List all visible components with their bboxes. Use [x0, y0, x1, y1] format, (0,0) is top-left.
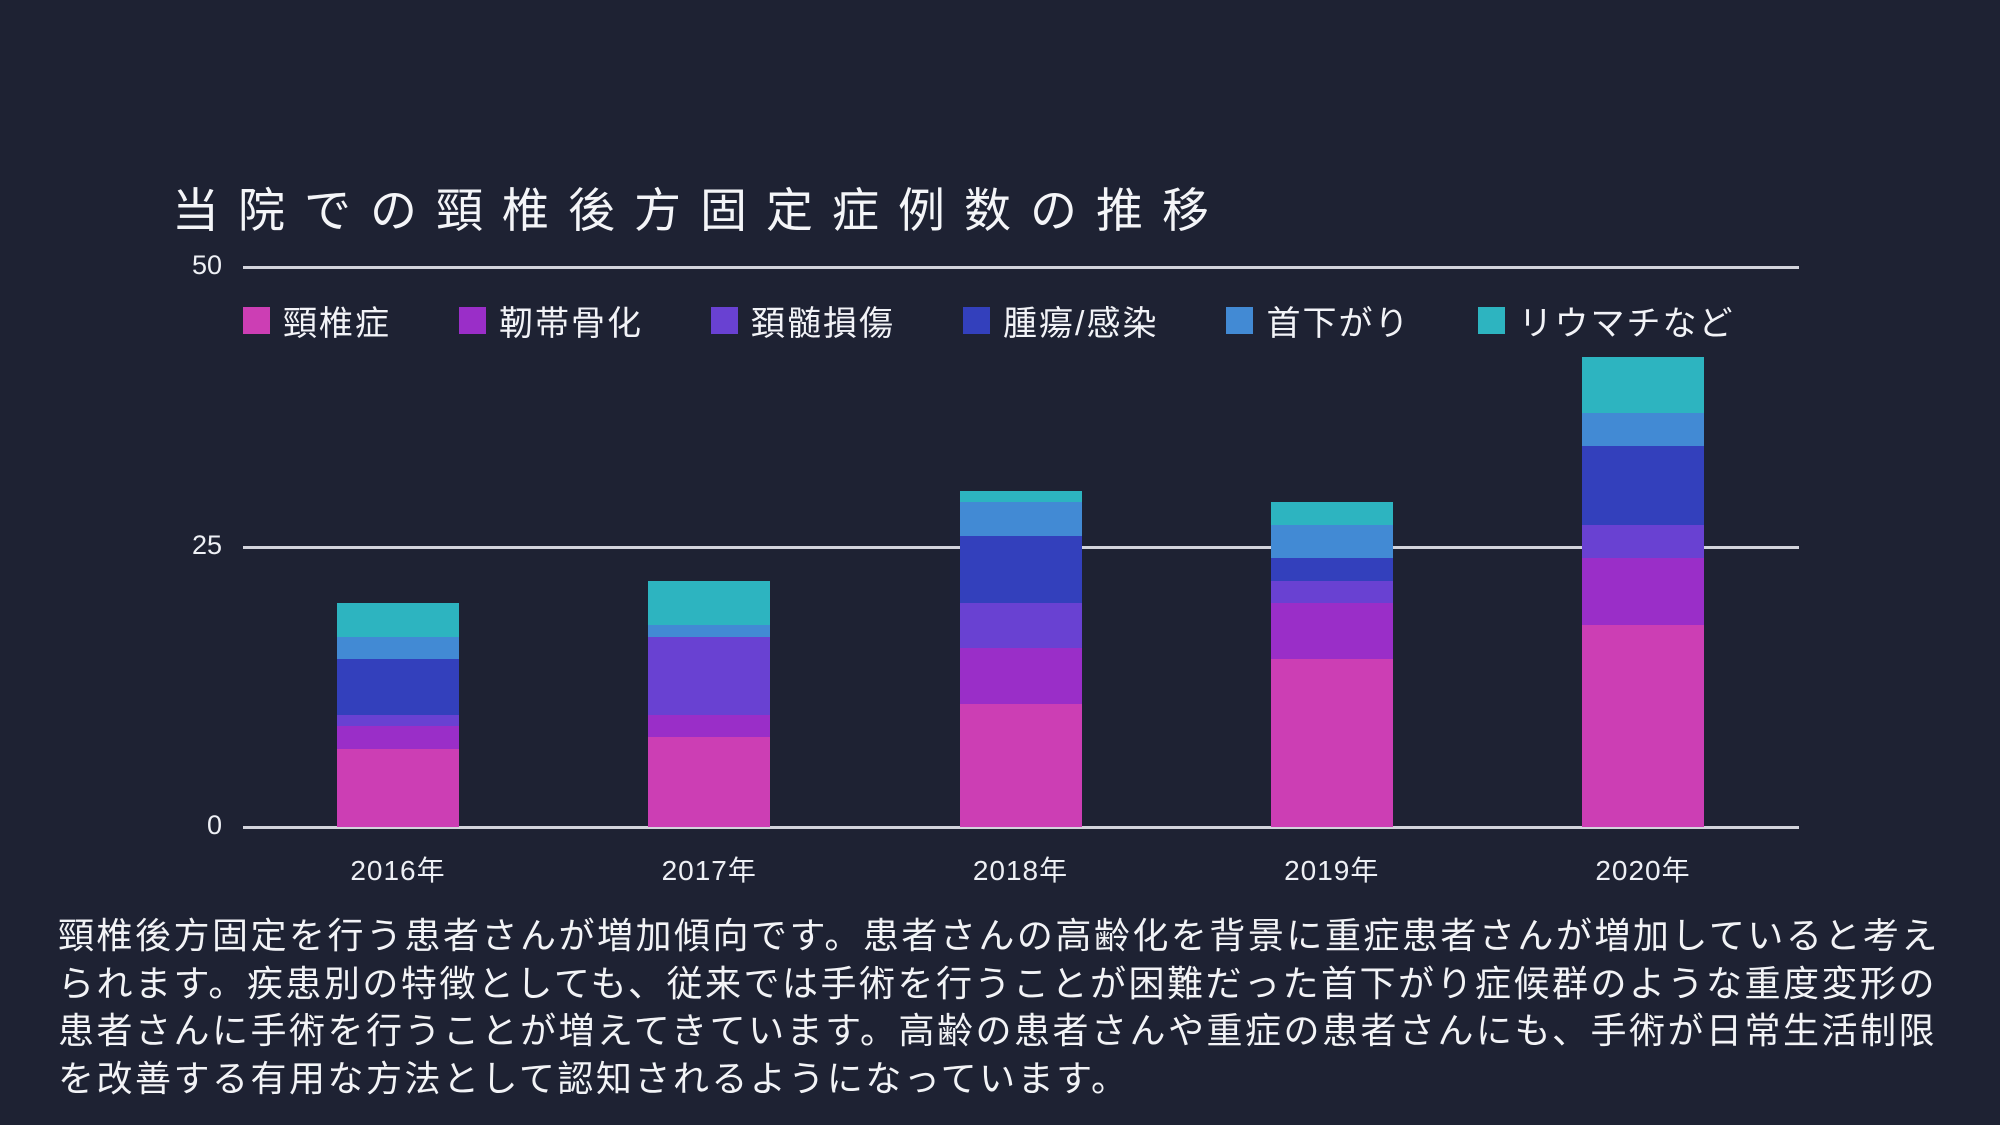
legend-label: 首下がり [1266, 305, 1411, 343]
bar-segment-リウマチなど [1582, 356, 1704, 413]
x-axis-label-2019年: 2019年 [1284, 855, 1380, 886]
chart-legend: 頸椎症 靭帯骨化 頚髄損傷 腫瘍/感染 首下がり リウマチなど [243, 296, 1734, 345]
gridline-0 [243, 826, 1799, 829]
bar-2020年 [1582, 356, 1704, 827]
bar-segment-首下がり [648, 625, 771, 637]
gridline-50 [243, 266, 1799, 269]
bar-segment-リウマチなど [337, 603, 459, 637]
legend-item-1: 靭帯骨化 [459, 296, 643, 345]
bar-segment-頚髄損傷 [1270, 580, 1393, 603]
bar-segment-靭帯骨化 [648, 715, 771, 738]
legend-item-4: 首下がり [1226, 296, 1410, 345]
legend-label: 頚髄損傷 [751, 305, 895, 343]
bar-segment-首下がり [1582, 412, 1704, 447]
x-axis-label-2017年: 2017年 [661, 855, 757, 886]
y-tick-label-50: 50 [191, 250, 222, 280]
bar-2018年 [959, 491, 1082, 827]
bar-segment-首下がり [1270, 524, 1393, 559]
bar-segment-靭帯骨化 [959, 647, 1082, 704]
bar-segment-頚髄損傷 [337, 715, 459, 727]
bar-segment-靭帯骨化 [337, 726, 459, 749]
bar-segment-腫瘍/感染 [1582, 446, 1704, 525]
bar-segment-頚髄損傷 [648, 636, 771, 716]
bar-segment-靭帯骨化 [1582, 558, 1704, 626]
bar-segment-頸椎症 [337, 748, 459, 827]
x-axis-label-2018年: 2018年 [972, 855, 1069, 886]
bar-segment-靭帯骨化 [1270, 603, 1393, 659]
legend-item-3: 腫瘍/感染 [963, 296, 1158, 345]
x-axis-label-2020年: 2020年 [1595, 855, 1691, 886]
bar-segment-頸椎症 [648, 737, 771, 827]
legend-item-0: 頸椎症 [243, 296, 391, 345]
legend-item-5: リウマチなど [1478, 296, 1734, 345]
bar-segment-腫瘍/感染 [959, 535, 1082, 604]
bar-segment-首下がり [959, 502, 1082, 536]
bar-segment-腫瘍/感染 [1270, 558, 1393, 581]
bar-segment-リウマチなど [648, 580, 771, 626]
bar-segment-リウマチなど [1270, 502, 1393, 525]
legend-label: リウマチなど [1518, 305, 1735, 343]
legend-swatch-icon [1478, 307, 1506, 334]
bar-segment-リウマチなど [959, 491, 1082, 503]
bar-2017年 [648, 580, 771, 827]
bar-2016年 [337, 603, 459, 827]
bar-segment-頸椎症 [1270, 659, 1393, 827]
bar-segment-頚髄損傷 [1582, 524, 1704, 559]
bar-2019年 [1270, 502, 1393, 827]
y-tick-label-0: 0 [206, 810, 222, 840]
bar-segment-頸椎症 [1582, 625, 1704, 827]
legend-label: 頸椎症 [283, 305, 391, 343]
legend-label: 腫瘍/感染 [1003, 305, 1159, 343]
chart-title: 当院での頸椎後方固定症例数の推移 [172, 184, 1228, 237]
bar-segment-頸椎症 [959, 703, 1082, 827]
legend-swatch-icon [711, 307, 738, 334]
bar-segment-頚髄損傷 [959, 603, 1082, 648]
y-tick-label-25: 25 [191, 530, 222, 560]
x-axis-label-2016年: 2016年 [350, 855, 446, 886]
description-text: 頸椎後方固定を行う患者さんが増加傾向です。患者さんの高齢化を背景に重症患者さんが… [58, 915, 1940, 1099]
legend-item-2: 頚髄損傷 [711, 296, 895, 345]
legend-swatch-icon [1226, 307, 1254, 334]
bar-segment-首下がり [337, 636, 459, 660]
legend-swatch-icon [459, 307, 486, 334]
legend-swatch-icon [963, 307, 990, 334]
legend-swatch-icon [243, 307, 270, 334]
legend-label: 靭帯骨化 [499, 305, 643, 343]
bar-segment-腫瘍/感染 [337, 659, 459, 716]
